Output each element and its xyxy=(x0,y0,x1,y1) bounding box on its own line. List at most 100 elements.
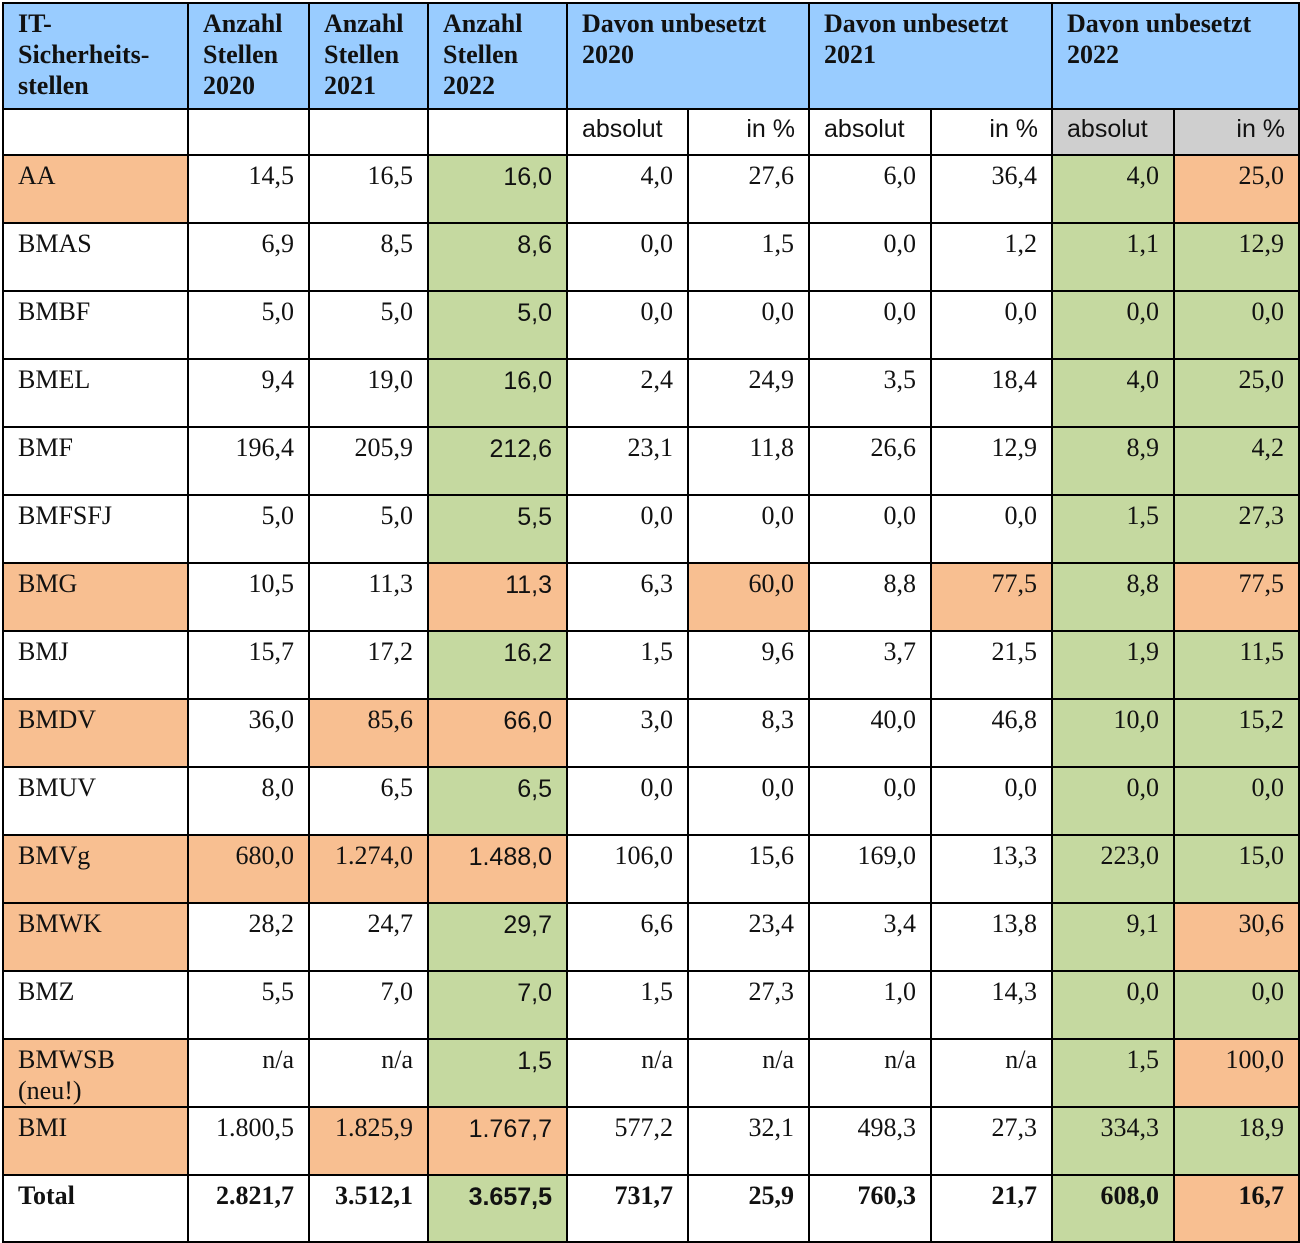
cell-vacant-pct-2020: 32,1 xyxy=(686,1106,811,1176)
table-row: BMFSFJ 5,0 5,0 5,5 0,0 0,0 0,0 0,0 1,5 27,3 xyxy=(2,494,1300,564)
cell-vacant-pct-2020: 25,9 xyxy=(686,1174,811,1243)
cell-vacant-abs-2020: 2,4 xyxy=(566,358,689,428)
cell-vacant-pct-2021: 46,8 xyxy=(930,698,1054,768)
cell-vacant-pct-2021: 12,9 xyxy=(930,426,1054,496)
cell-vacant-abs-2022: 4,0 xyxy=(1051,358,1176,428)
cell-vacant-abs-2021: 40,0 xyxy=(808,698,933,768)
cell-vacant-abs-2020: 0,0 xyxy=(566,290,689,360)
row-name-line: BMWK xyxy=(18,909,102,938)
cell-vacant-pct-2020: 27,3 xyxy=(686,970,811,1040)
cell-count-2021: 1.825,9 xyxy=(308,1106,429,1176)
cell-count-2021: 17,2 xyxy=(308,630,429,700)
cell-vacant-pct-2022: 0,0 xyxy=(1173,766,1300,836)
cell-vacant-abs-2022: 1,9 xyxy=(1051,630,1176,700)
cell-vacant-abs-2020: 6,6 xyxy=(566,902,689,972)
table-row: BMWSB (neu!) n/a n/a 1,5 n/a n/a n/a n/a 1,5 100,0 xyxy=(2,1038,1300,1108)
cell-vacant-abs-2022: 1,5 xyxy=(1051,494,1176,564)
cell-vacant-abs-2021: 6,0 xyxy=(808,154,933,224)
cell-vacant-abs-2022: 0,0 xyxy=(1051,970,1176,1040)
table-row: BMJ 15,7 17,2 16,2 1,5 9,6 3,7 21,5 1,9 11,5 xyxy=(2,630,1300,700)
row-name-line: (neu!) xyxy=(18,1076,82,1105)
table-row: BMWK 28,2 24,7 29,7 6,6 23,4 3,4 13,8 9,1 30,6 xyxy=(2,902,1300,972)
table-row: BMZ 5,5 7,0 7,0 1,5 27,3 1,0 14,3 0,0 0,0 xyxy=(2,970,1300,1040)
cell-count-2022: 1,5 xyxy=(427,1038,568,1108)
row-name: BMUV xyxy=(2,766,189,836)
cell-vacant-pct-2021: 21,5 xyxy=(930,630,1054,700)
cell-count-2021: 85,6 xyxy=(308,698,429,768)
row-name: BMAS xyxy=(2,222,189,292)
row-name: Total xyxy=(2,1174,189,1243)
subheader-absolut-2021: absolut xyxy=(808,108,933,156)
subheader-percent-2020: in % xyxy=(686,108,811,156)
cell-vacant-abs-2020: 0,0 xyxy=(566,766,689,836)
cell-vacant-abs-2021: 0,0 xyxy=(808,290,933,360)
cell-vacant-pct-2022: 30,6 xyxy=(1173,902,1300,972)
cell-vacant-pct-2020: 0,0 xyxy=(686,494,811,564)
cell-vacant-abs-2021: 0,0 xyxy=(808,766,933,836)
row-name: BMWSB (neu!) xyxy=(2,1038,189,1108)
cell-count-2022: 7,0 xyxy=(427,970,568,1040)
cell-vacant-abs-2021: 0,0 xyxy=(808,494,933,564)
header-row: IT- Sicherheits-stellen Anzahl Stellen 2020… xyxy=(2,2,1300,110)
header-count-2020: Anzahl Stellen 2020 xyxy=(187,2,310,110)
subheader-absolut-2022: absolut xyxy=(1051,108,1176,156)
cell-vacant-abs-2022: 0,0 xyxy=(1051,766,1176,836)
cell-count-2022: 5,0 xyxy=(427,290,568,360)
cell-vacant-pct-2021: 0,0 xyxy=(930,494,1054,564)
cell-vacant-pct-2021: 36,4 xyxy=(930,154,1054,224)
cell-vacant-abs-2022: 8,8 xyxy=(1051,562,1176,632)
cell-count-2022: 1.767,7 xyxy=(427,1106,568,1176)
cell-count-2020: 10,5 xyxy=(187,562,310,632)
cell-count-2021: 7,0 xyxy=(308,970,429,1040)
row-name-line: BMBF xyxy=(18,297,91,326)
cell-vacant-abs-2021: 3,4 xyxy=(808,902,933,972)
cell-vacant-abs-2022: 4,0 xyxy=(1051,154,1176,224)
row-name-line: BMG xyxy=(18,569,78,598)
table-row: BMBF 5,0 5,0 5,0 0,0 0,0 0,0 0,0 0,0 0,0 xyxy=(2,290,1300,360)
cell-vacant-pct-2022: 18,9 xyxy=(1173,1106,1300,1176)
subheader-absolut-2020: absolut xyxy=(566,108,689,156)
row-name-line: BMVg xyxy=(18,841,91,870)
row-name: AA xyxy=(2,154,189,224)
cell-vacant-pct-2021: 18,4 xyxy=(930,358,1054,428)
cell-count-2021: n/a xyxy=(308,1038,429,1108)
cell-vacant-abs-2021: 498,3 xyxy=(808,1106,933,1176)
cell-count-2022: 29,7 xyxy=(427,902,568,972)
cell-count-2021: 16,5 xyxy=(308,154,429,224)
cell-count-2020: 9,4 xyxy=(187,358,310,428)
cell-count-2020: 5,0 xyxy=(187,290,310,360)
cell-count-2020: 2.821,7 xyxy=(187,1174,310,1243)
cell-count-2020: 6,9 xyxy=(187,222,310,292)
table-row: BMEL 9,4 19,0 16,0 2,4 24,9 3,5 18,4 4,0 25,0 xyxy=(2,358,1300,428)
cell-vacant-abs-2021: 0,0 xyxy=(808,222,933,292)
row-name: BMBF xyxy=(2,290,189,360)
cell-vacant-pct-2022: 16,7 xyxy=(1173,1174,1300,1243)
cell-count-2020: 28,2 xyxy=(187,902,310,972)
cell-vacant-pct-2020: 23,4 xyxy=(686,902,811,972)
row-name-line: AA xyxy=(18,161,56,190)
cell-vacant-abs-2022: 1,5 xyxy=(1051,1038,1176,1108)
cell-vacant-pct-2020: 24,9 xyxy=(686,358,811,428)
cell-count-2021: 1.274,0 xyxy=(308,834,429,904)
table-row: BMI 1.800,5 1.825,9 1.767,7 577,2 32,1 498,3 27… xyxy=(2,1106,1300,1176)
cell-vacant-pct-2020: 8,3 xyxy=(686,698,811,768)
cell-count-2021: 8,5 xyxy=(308,222,429,292)
cell-vacant-pct-2020: 1,5 xyxy=(686,222,811,292)
row-name: BMG xyxy=(2,562,189,632)
cell-vacant-abs-2022: 9,1 xyxy=(1051,902,1176,972)
cell-vacant-abs-2021: 1,0 xyxy=(808,970,933,1040)
cell-vacant-abs-2022: 10,0 xyxy=(1051,698,1176,768)
cell-count-2020: 36,0 xyxy=(187,698,310,768)
row-name-line: BMJ xyxy=(18,637,69,666)
cell-vacant-pct-2022: 12,9 xyxy=(1173,222,1300,292)
cell-count-2021: 3.512,1 xyxy=(308,1174,429,1243)
cell-count-2022: 66,0 xyxy=(427,698,568,768)
cell-count-2022: 16,2 xyxy=(427,630,568,700)
cell-vacant-pct-2021: 13,3 xyxy=(930,834,1054,904)
cell-vacant-abs-2022: 223,0 xyxy=(1051,834,1176,904)
row-name-line: BMDV xyxy=(18,705,97,734)
table-body: AA 14,5 16,5 16,0 4,0 27,6 6,0 36,4 4,0 25,0 BMAS 6… xyxy=(2,154,1300,1243)
cell-vacant-pct-2020: 27,6 xyxy=(686,154,811,224)
cell-vacant-pct-2022: 25,0 xyxy=(1173,358,1300,428)
